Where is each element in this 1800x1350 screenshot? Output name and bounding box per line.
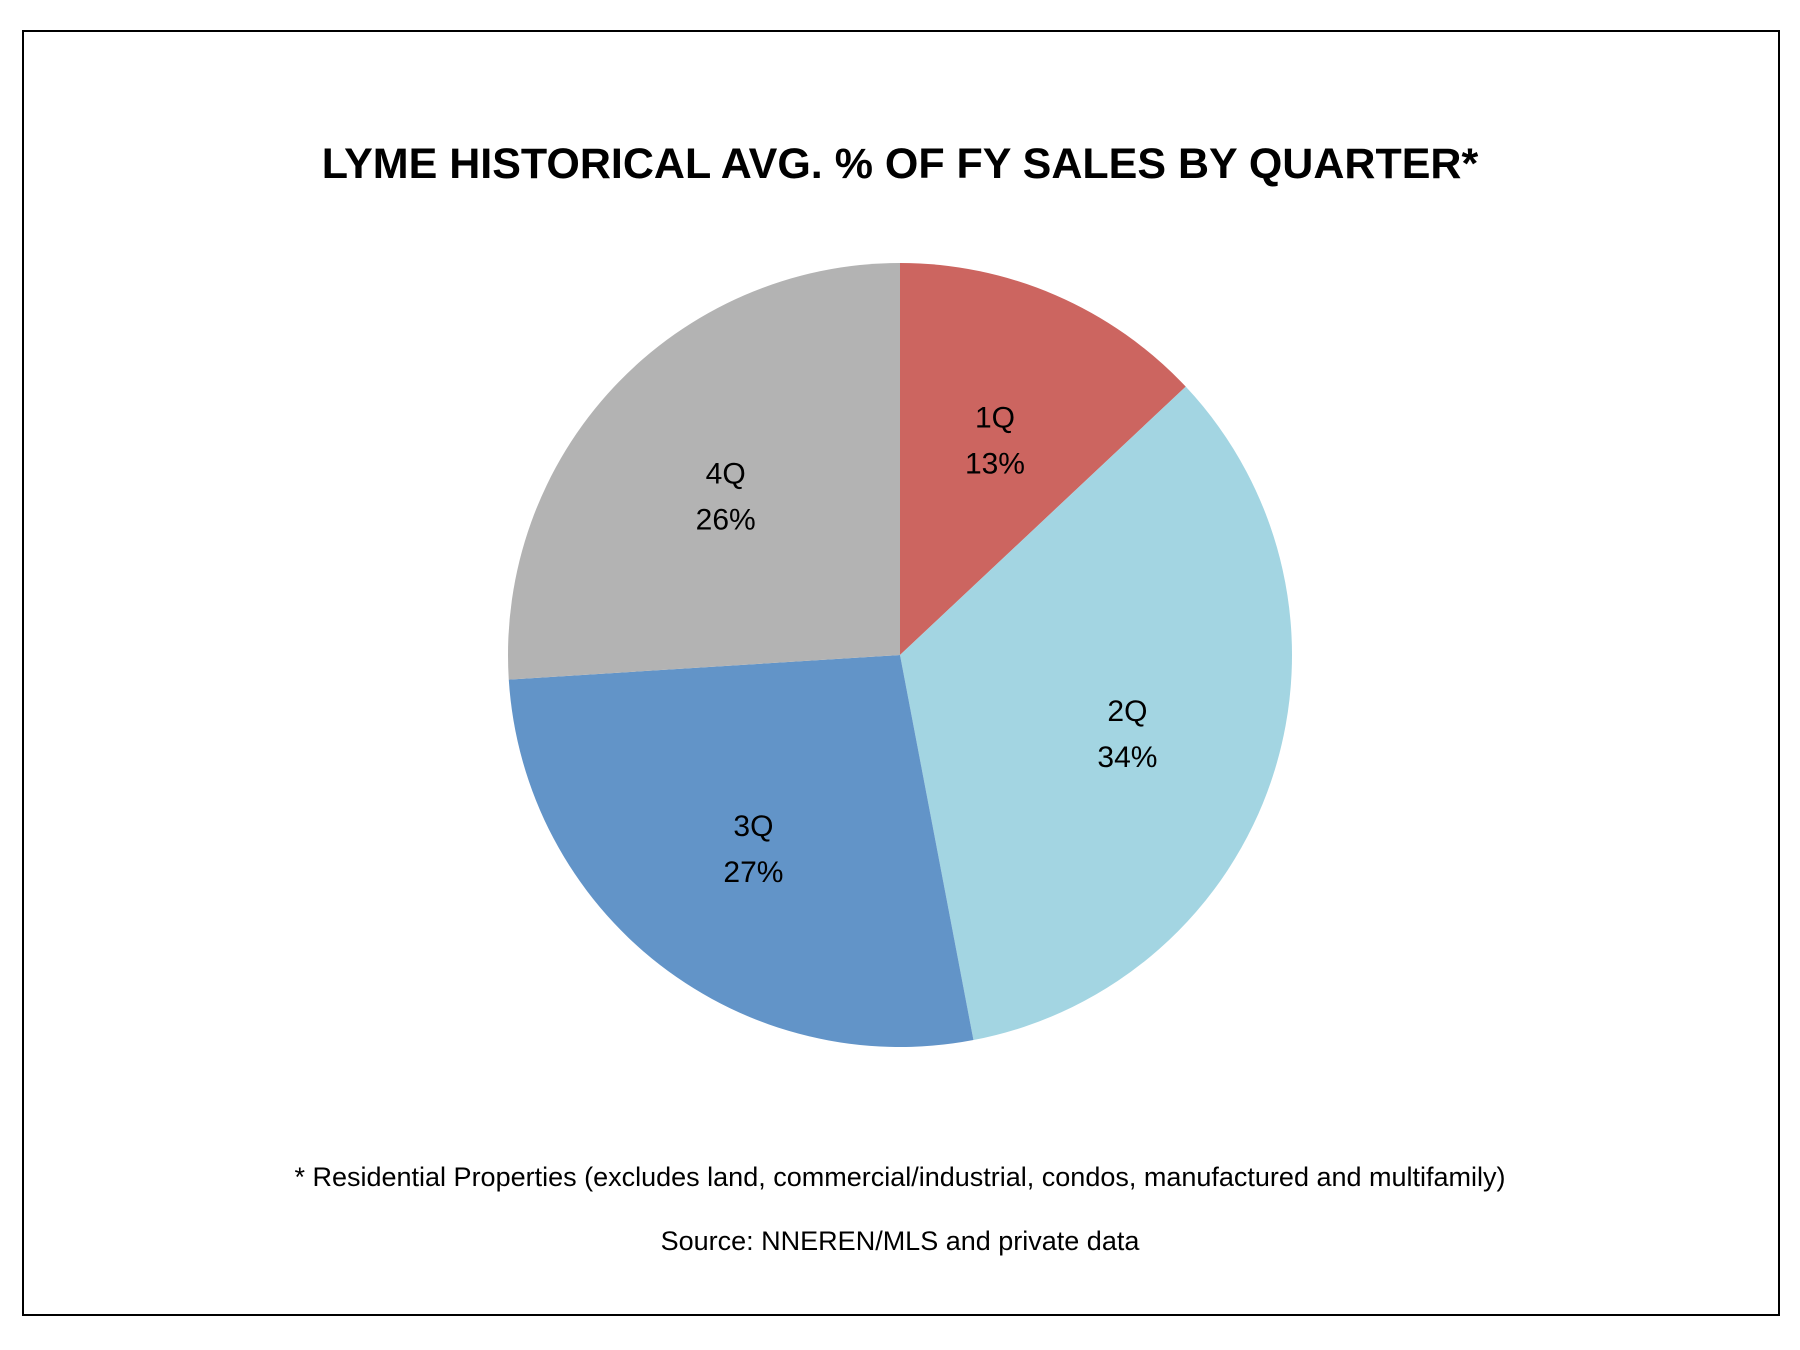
pie-slice-4q: [508, 263, 900, 680]
source-note: Source: NNEREN/MLS and private data: [660, 1226, 1140, 1256]
pie-slice-1q: [900, 263, 1186, 655]
slice-category-label: 3Q: [733, 810, 773, 843]
pie-slice-2q: [900, 386, 1293, 1041]
pie-slice-3q: [508, 655, 974, 1047]
slice-category-label: 4Q: [706, 457, 746, 490]
slice-value-label: 26%: [696, 503, 756, 536]
slice-category-label: 2Q: [1107, 695, 1147, 728]
slice-label-4q: 4Q 26%: [696, 457, 756, 536]
slice-value-label: 27%: [723, 856, 783, 889]
footnote-residential: * Residential Properties (excludes land,…: [294, 1162, 1506, 1192]
slice-value-label: 34%: [1097, 741, 1157, 774]
slice-label-1q: 1Q 13%: [965, 402, 1025, 481]
chart-title: LYME HISTORICAL AVG. % OF FY SALES BY QU…: [321, 140, 1479, 188]
slice-value-label: 13%: [965, 448, 1025, 481]
slice-category-label: 1Q: [975, 402, 1015, 435]
slice-label-3q: 3Q 27%: [723, 810, 783, 889]
slice-label-2q: 2Q 34%: [1097, 695, 1157, 774]
